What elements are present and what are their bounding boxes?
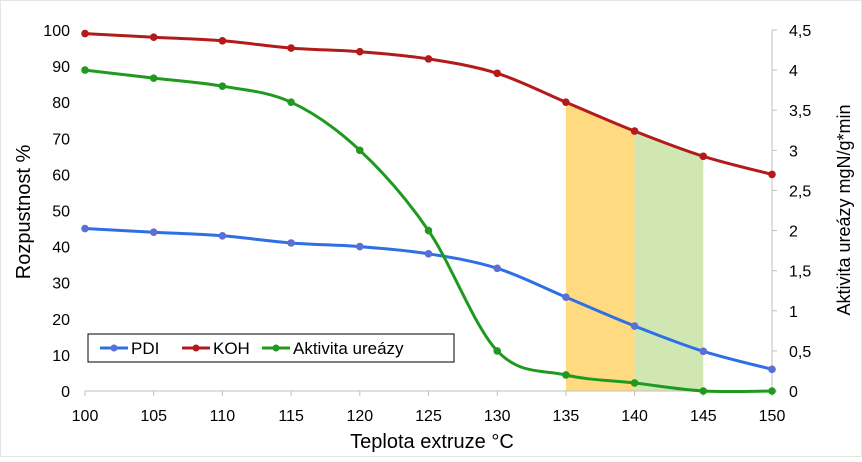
data-point-urease [149, 74, 158, 82]
legend: PDI KOH Aktivita ureázy [87, 333, 455, 363]
x-tick-label: 100 [72, 408, 99, 425]
data-point-pdi [149, 228, 158, 236]
series-layer [81, 29, 776, 395]
y2-tick-label: 0 [789, 384, 798, 401]
y-tick-label: 60 [52, 167, 70, 184]
data-point-pdi [493, 264, 502, 273]
data-point-koh [424, 55, 433, 63]
x-tick-label: 120 [346, 408, 373, 425]
data-point-pdi [356, 242, 364, 251]
data-point-koh [287, 44, 295, 52]
data-point-urease [356, 146, 364, 155]
data-point-koh [218, 37, 227, 45]
data-point-koh [149, 33, 158, 42]
highlight-region-2 [634, 131, 704, 391]
data-point-koh [768, 170, 776, 179]
data-point-koh [562, 98, 570, 106]
data-point-urease [287, 98, 295, 106]
data-point-koh [81, 29, 89, 38]
y-tick-label: 100 [43, 23, 70, 40]
data-point-pdi [699, 347, 708, 356]
y-tick-label: 50 [52, 204, 70, 221]
y-tick-label: 30 [52, 276, 70, 293]
data-point-pdi [562, 293, 570, 301]
legend-marker-koh [192, 344, 200, 352]
data-point-urease [424, 226, 433, 235]
data-point-urease [81, 66, 89, 74]
y2-tick-label: 4,5 [789, 23, 811, 40]
y-tick-label: 20 [52, 312, 70, 329]
y-tick-label: 90 [52, 59, 70, 76]
y2-tick-label: 0,5 [789, 344, 811, 361]
x-tick-label: 145 [690, 408, 717, 425]
x-tick-label: 110 [210, 408, 236, 425]
x-tick-label: 105 [140, 408, 167, 425]
data-point-urease [218, 82, 227, 90]
data-point-urease [493, 347, 502, 355]
x-tick-label: 140 [621, 408, 648, 425]
data-point-koh [630, 127, 639, 135]
data-point-koh [493, 69, 502, 78]
data-point-urease [699, 387, 708, 395]
x-tick-label: 150 [759, 408, 786, 425]
data-point-pdi [630, 322, 639, 330]
data-point-pdi [81, 224, 89, 233]
y2-tick-label: 3,5 [789, 103, 811, 120]
x-axis-label: Teplota extruze °C [350, 431, 514, 453]
y-axis-label: Rozpustnost % [13, 145, 35, 280]
legend-marker-urease [272, 344, 280, 352]
y-tick-label: 80 [52, 95, 70, 112]
y2-tick-label: 2 [789, 224, 798, 241]
axes-layer: 100 105 110 115 120 125 130 135 140 145 1500102030… [43, 23, 811, 425]
legend-label-pdi: PDI [131, 339, 159, 358]
y-tick-label: 0 [61, 384, 70, 401]
data-point-urease [562, 371, 570, 379]
data-point-pdi [218, 231, 227, 240]
data-point-urease [768, 387, 776, 395]
data-point-koh [356, 47, 364, 56]
data-point-urease [630, 379, 639, 387]
data-point-pdi [768, 365, 776, 374]
y-tick-label: 10 [52, 348, 70, 365]
data-point-pdi [424, 250, 433, 258]
x-tick-label: 115 [278, 408, 304, 425]
legend-marker-pdi [110, 344, 118, 352]
y-tick-label: 70 [52, 131, 70, 148]
y2-tick-label: 1 [789, 304, 798, 321]
y2-tick-label: 1,5 [789, 264, 811, 281]
x-tick-label: 135 [553, 408, 580, 425]
y2-tick-label: 3 [789, 143, 798, 160]
legend-label-koh: KOH [213, 339, 250, 358]
highlight-region-1 [565, 102, 635, 391]
legend-label-urease: Aktivita ureázy [293, 339, 404, 358]
y2-tick-label: 4 [789, 63, 798, 80]
data-point-koh [699, 152, 708, 161]
y2-axis-label: Aktivita ureázy mgN/g*min [834, 104, 854, 315]
x-tick-label: 130 [484, 408, 511, 425]
y2-tick-label: 2,5 [789, 183, 811, 200]
x-tick-label: 125 [415, 408, 442, 425]
data-point-pdi [287, 239, 295, 247]
y-tick-label: 40 [52, 240, 70, 257]
